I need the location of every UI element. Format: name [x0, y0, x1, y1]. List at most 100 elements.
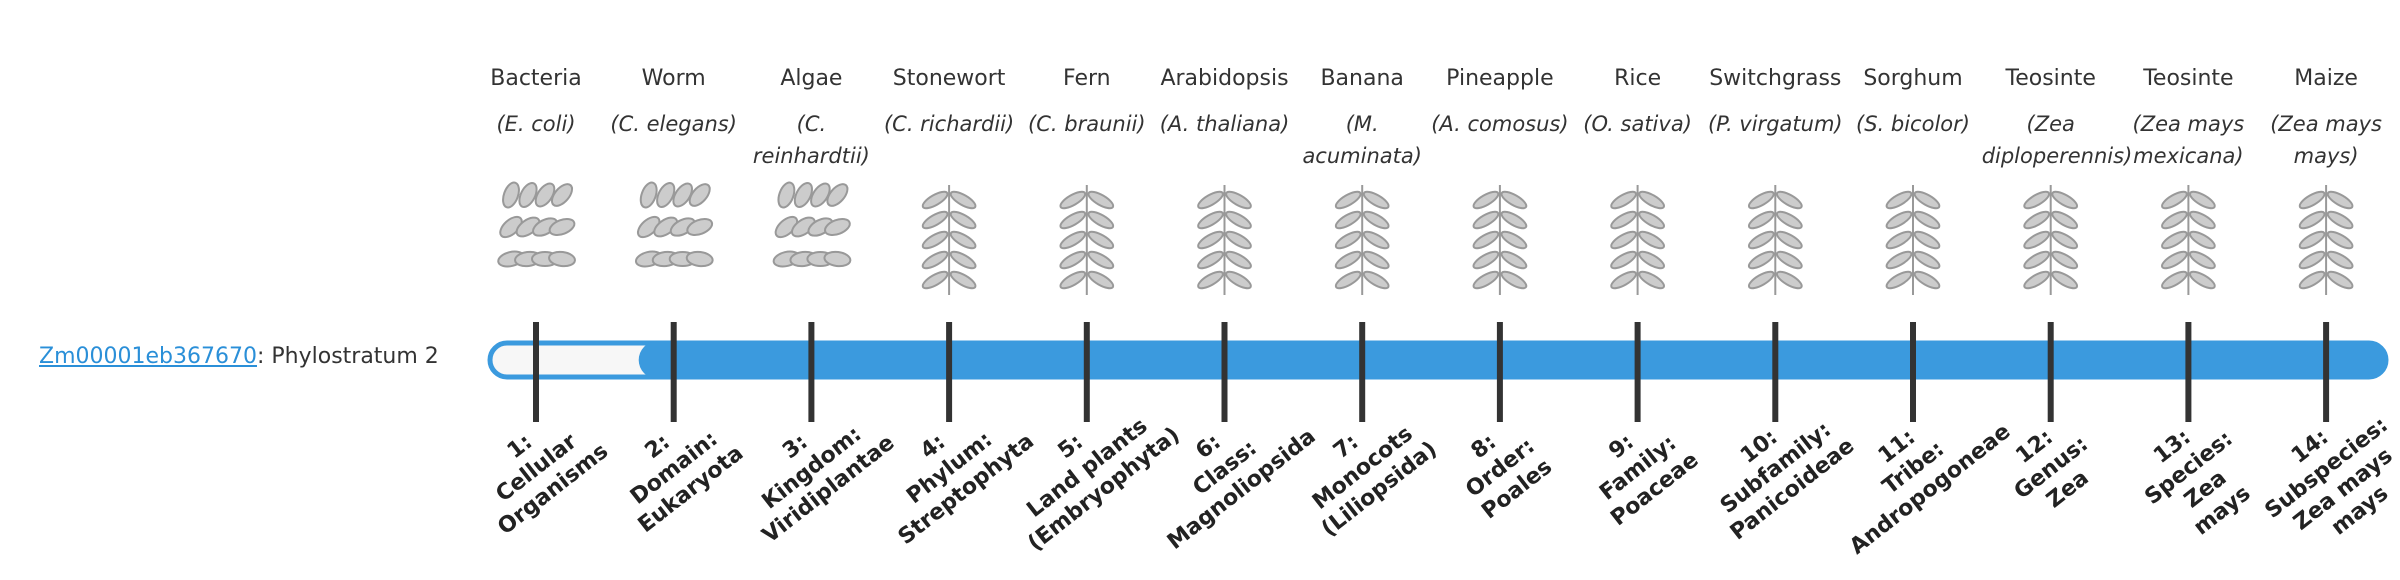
organism-illustration — [772, 181, 852, 268]
leaf — [2298, 210, 2326, 230]
stratum-tick — [808, 322, 815, 422]
gene-link[interactable]: Zm00001eb367670 — [39, 344, 257, 369]
leaf — [2189, 230, 2216, 250]
leaf — [921, 190, 949, 210]
common-name: Banana — [1320, 66, 1404, 91]
common-name: Worm — [641, 66, 706, 91]
leaf — [1197, 250, 1224, 270]
leaf — [1472, 190, 1500, 210]
rank-label: 9:Family:Poaceae — [1573, 405, 1703, 531]
leaf — [1610, 230, 1637, 250]
leaf — [949, 190, 977, 210]
leaf — [1610, 270, 1637, 290]
leaf — [1500, 190, 1528, 210]
leaf — [1197, 230, 1224, 250]
species-name: (C. elegans) — [610, 112, 737, 136]
stratum-tick — [533, 322, 539, 422]
leaf — [2023, 270, 2051, 290]
leaf — [1913, 190, 1941, 210]
cell — [823, 250, 852, 268]
cell — [777, 181, 796, 209]
leaf — [1225, 210, 1252, 230]
leaf — [2051, 230, 2079, 250]
stratum-tick — [1083, 322, 1090, 422]
leaf — [2326, 230, 2354, 250]
leaf — [1775, 230, 1803, 250]
species-name: (C. reinhardtii) — [752, 112, 870, 168]
leaf — [2298, 190, 2326, 210]
leaf — [2189, 270, 2216, 290]
leaf — [1225, 190, 1252, 210]
cell — [548, 217, 576, 237]
leaf — [949, 210, 977, 230]
cell — [653, 216, 679, 238]
stratum-tick — [1772, 322, 1779, 422]
leaf — [949, 230, 977, 250]
species-name: (P. virgatum) — [1707, 112, 1843, 136]
leaf — [1472, 250, 1500, 270]
leaf — [1913, 270, 1941, 290]
leaf — [921, 210, 949, 230]
leaf — [1775, 190, 1803, 210]
leaf — [921, 270, 949, 290]
species-name: (C. richardii) — [883, 112, 1015, 136]
common-name: Sorghum — [1863, 66, 1963, 91]
leaf — [2023, 230, 2051, 250]
leaf — [1087, 250, 1115, 270]
leaf — [949, 270, 977, 290]
stratum-tick — [1910, 322, 1916, 422]
leaf — [1225, 230, 1252, 250]
rank-label: 13:Species:Zeamays — [2124, 405, 2271, 553]
leaf — [1334, 230, 1362, 250]
leaf — [2051, 270, 2079, 290]
common-name: Teosinte — [2005, 66, 2096, 91]
leaf — [1500, 270, 1528, 290]
leaf — [1913, 210, 1941, 230]
leaf — [1610, 190, 1637, 210]
gene-suffix: : Phylostratum 2 — [256, 344, 439, 369]
stratum-tick — [1634, 322, 1641, 422]
species-name: (O. sativa) — [1583, 112, 1692, 136]
leaf — [1197, 210, 1224, 230]
leaf — [949, 250, 977, 270]
leaf — [1362, 210, 1390, 230]
organism-illustration — [1747, 185, 1803, 295]
leaf — [1472, 270, 1500, 290]
leaf — [1362, 190, 1390, 210]
cell — [550, 183, 574, 207]
leaf — [2161, 190, 2188, 210]
stratum-tick — [2047, 322, 2054, 422]
leaf — [1885, 210, 1913, 230]
leaf — [1334, 210, 1362, 230]
leaf — [2161, 230, 2188, 250]
common-name: Arabidopsis — [1160, 66, 1289, 91]
leaf — [2326, 210, 2354, 230]
organism-illustration — [2161, 185, 2216, 295]
common-name: Teosinte — [2143, 66, 2234, 91]
leaf — [2161, 270, 2188, 290]
leaf — [921, 230, 949, 250]
cell — [793, 181, 813, 209]
leaf — [2161, 210, 2188, 230]
leaf — [1747, 190, 1775, 210]
species-name: (A. comosus) — [1431, 112, 1569, 136]
organism-illustration — [1610, 185, 1665, 295]
common-name: Fern — [1063, 66, 1111, 91]
organism-illustration — [1197, 185, 1252, 295]
leaf — [1775, 210, 1803, 230]
leaf — [1638, 210, 1665, 230]
leaf — [2298, 250, 2326, 270]
leaf — [1334, 270, 1362, 290]
leaf — [1225, 270, 1252, 290]
leaf — [1059, 210, 1087, 230]
leaf — [1747, 250, 1775, 270]
common-name: Maize — [2294, 66, 2358, 91]
leaf — [1087, 270, 1115, 290]
cell — [826, 183, 849, 207]
species-name: (Zea mays mays) — [2270, 112, 2382, 168]
cell — [791, 216, 816, 238]
species-name: (C. braunii) — [1028, 112, 1146, 136]
leaf — [2023, 210, 2051, 230]
common-name: Switchgrass — [1709, 66, 1842, 91]
